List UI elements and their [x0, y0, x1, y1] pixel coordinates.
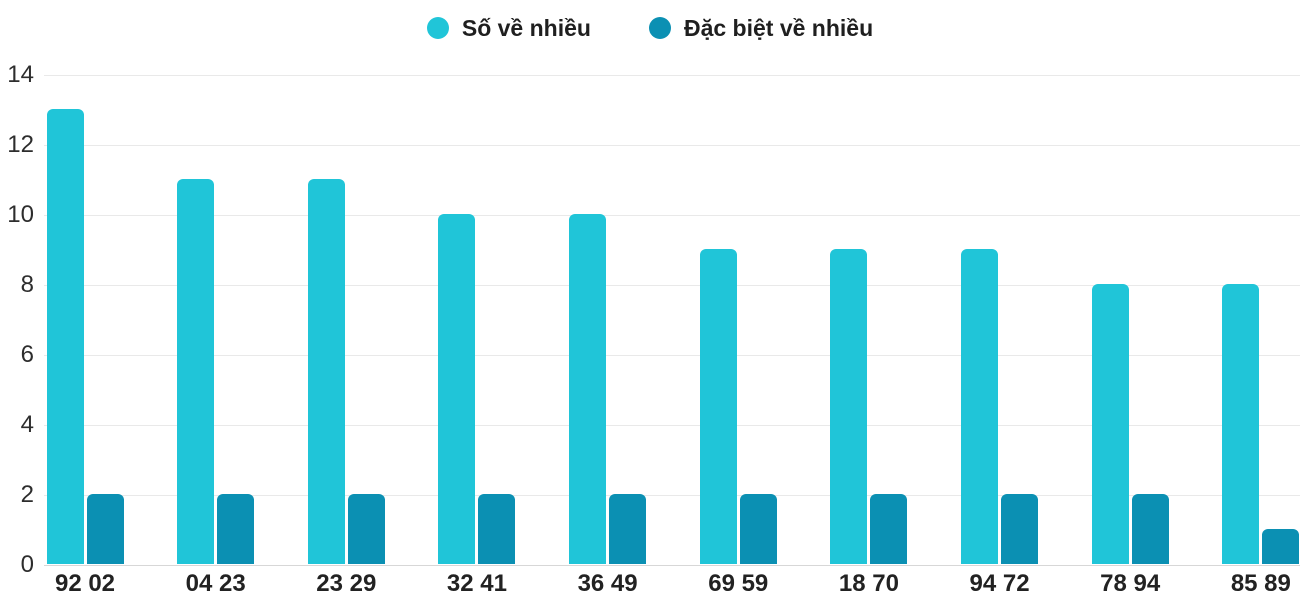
gridline: [44, 145, 1300, 146]
bar-s-v-nhi-u-69-59[interactable]: [699, 249, 737, 564]
gridline: [44, 285, 1300, 286]
x-tick-label: 85 89: [1230, 570, 1291, 597]
gridline: [44, 495, 1300, 496]
bar-c-bi-t-v-nhi-u-18-70[interactable]: [870, 494, 908, 564]
x-tick-label: 94 72: [969, 570, 1030, 597]
x-tick-label: 04 23: [185, 570, 246, 597]
bar-c-bi-t-v-nhi-u-92-02[interactable]: [86, 494, 124, 564]
x-tick-label: 23 29: [316, 570, 377, 597]
bar-c-bi-t-v-nhi-u-94-72[interactable]: [1001, 494, 1039, 564]
x-tick-label: 36 49: [577, 570, 638, 597]
bar-c-bi-t-v-nhi-u-23-29[interactable]: [347, 494, 385, 564]
x-tick-label: 69 59: [708, 570, 769, 597]
bar-c-bi-t-v-nhi-u-36-49[interactable]: [609, 494, 647, 564]
bar-s-v-nhi-u-18-70[interactable]: [830, 249, 868, 564]
y-tick-label: 8: [20, 271, 34, 298]
bar-s-v-nhi-u-85-89[interactable]: [1222, 284, 1260, 564]
chart-legend: Số về nhiều Đặc biệt về nhiều: [0, 10, 1300, 46]
y-tick-label: 2: [20, 481, 34, 508]
legend-item-c-bi-t-v-nhi-u[interactable]: Đặc biệt về nhiều: [648, 14, 874, 41]
legend-item-s-v-nhi-u[interactable]: Số về nhiều: [426, 14, 591, 41]
bar-c-bi-t-v-nhi-u-85-89[interactable]: [1262, 529, 1300, 564]
y-tick-label: 12: [7, 131, 34, 158]
bar-s-v-nhi-u-23-29[interactable]: [307, 179, 345, 564]
x-axis-baseline: [44, 565, 1300, 566]
x-tick-label: 32 41: [446, 570, 507, 597]
y-tick-label: 0: [20, 551, 34, 578]
gridline: [44, 355, 1300, 356]
bar-s-v-nhi-u-36-49[interactable]: [569, 214, 607, 564]
gridline: [44, 425, 1300, 426]
x-tick-label: 18 70: [838, 570, 899, 597]
x-tick-label: 92 02: [54, 570, 116, 597]
legend-label: Đặc biệt về nhiều: [683, 14, 874, 41]
x-tick-label: 78 94: [1100, 570, 1161, 597]
y-tick-label: 6: [20, 341, 34, 368]
legend-swatch-icon: [426, 17, 449, 39]
gridline: [44, 75, 1300, 76]
y-tick-label: 4: [20, 411, 34, 438]
bar-s-v-nhi-u-94-72[interactable]: [961, 249, 999, 564]
bar-s-v-nhi-u-78-94[interactable]: [1091, 284, 1129, 564]
bar-s-v-nhi-u-32-41[interactable]: [438, 214, 476, 564]
legend-swatch-icon: [648, 17, 671, 39]
plot-area: [44, 75, 1300, 566]
bar-c-bi-t-v-nhi-u-04-23[interactable]: [217, 494, 255, 564]
y-tick-label: 10: [7, 201, 34, 228]
gridline: [44, 215, 1300, 216]
bar-s-v-nhi-u-04-23[interactable]: [177, 179, 215, 564]
bar-c-bi-t-v-nhi-u-32-41[interactable]: [478, 494, 516, 564]
bar-s-v-nhi-u-92-02[interactable]: [46, 109, 84, 564]
legend-label: Số về nhiều: [461, 14, 591, 41]
bar-c-bi-t-v-nhi-u-69-59[interactable]: [739, 494, 777, 564]
bar-c-bi-t-v-nhi-u-78-94[interactable]: [1131, 494, 1169, 564]
y-tick-label: 14: [7, 61, 34, 88]
